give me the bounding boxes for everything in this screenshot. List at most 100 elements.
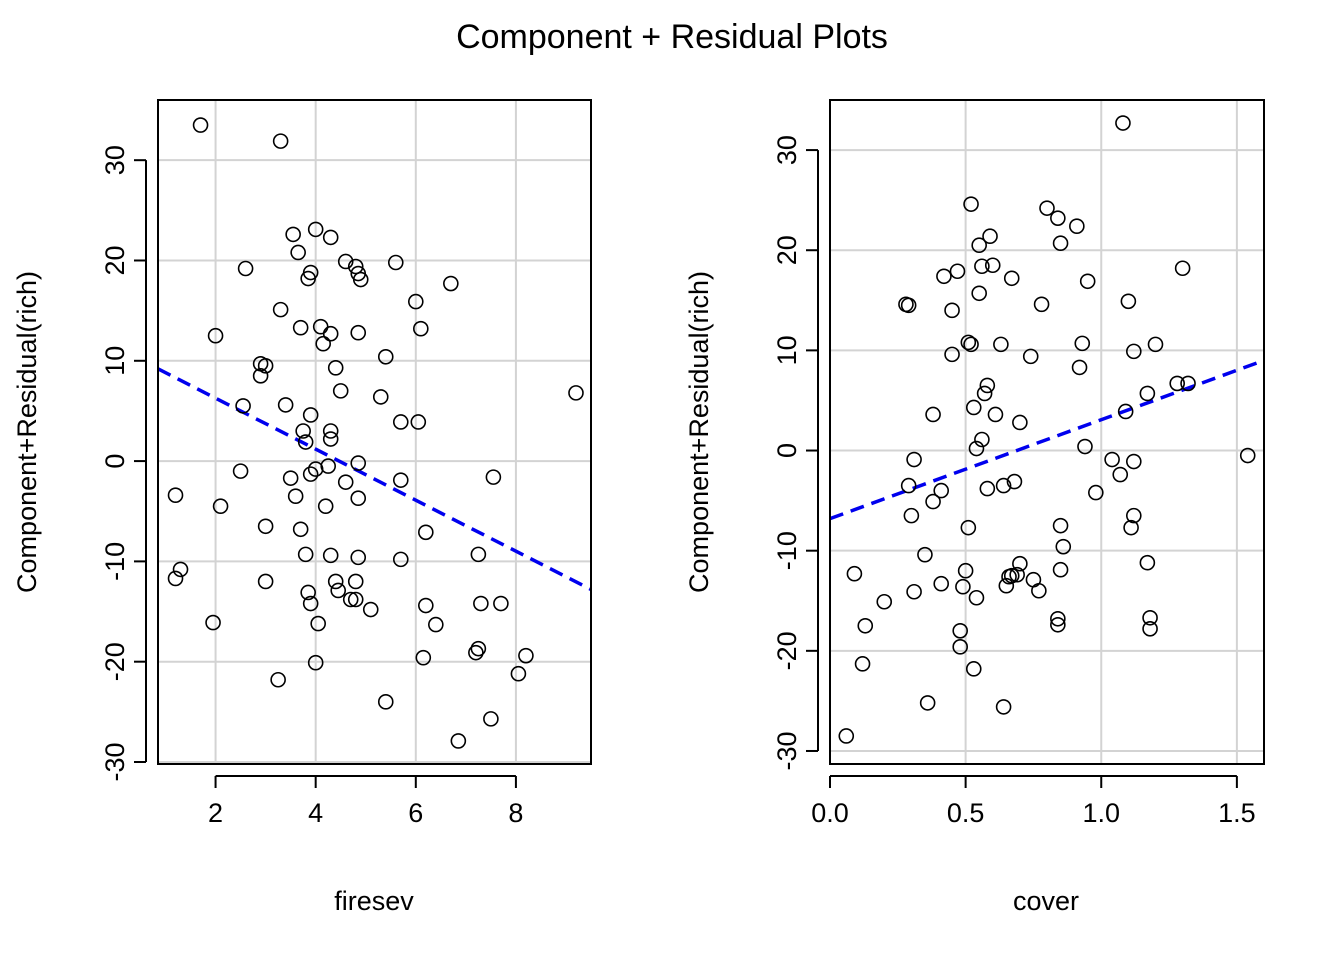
data-point — [965, 399, 982, 416]
data-point — [979, 377, 996, 394]
panel-firesev: 2 4 6 8 -30 -20 -10 0 10 20 30 firesev Component+… — [12, 99, 592, 916]
data-point — [322, 229, 339, 246]
data-point — [347, 258, 364, 275]
data-point — [473, 595, 489, 612]
data-point — [428, 616, 444, 633]
data-point — [984, 257, 1001, 274]
data-point — [917, 546, 933, 563]
data-point — [1142, 609, 1158, 626]
data-point — [944, 346, 960, 363]
data-point — [993, 336, 1009, 353]
data-point — [205, 614, 221, 631]
x-axis-label: cover — [1013, 886, 1079, 916]
data-point — [272, 301, 289, 318]
data-point — [450, 733, 467, 749]
data-point — [1006, 473, 1023, 490]
data-point — [510, 665, 527, 682]
data-point — [257, 358, 274, 374]
data-point — [857, 617, 874, 634]
data-point — [377, 694, 394, 710]
data-point — [876, 593, 893, 610]
data-point — [1003, 270, 1020, 287]
data-point — [302, 466, 319, 482]
data-point — [1117, 403, 1134, 420]
data-point — [322, 547, 339, 564]
data-point — [955, 578, 971, 595]
data-point — [1239, 447, 1256, 464]
y-tick-label: -30 — [772, 731, 802, 770]
data-point — [1052, 235, 1069, 252]
data-point — [925, 406, 941, 423]
y-tick-label: 20 — [100, 245, 130, 275]
data-point — [1180, 375, 1196, 392]
data-point — [979, 480, 996, 497]
data-point — [372, 389, 389, 405]
y-tick-label: -10 — [772, 531, 802, 570]
plot-frame — [829, 99, 1265, 765]
data-point — [1039, 200, 1055, 216]
data-point — [322, 423, 339, 439]
y-axis: -30 -20 -10 0 10 20 30 — [100, 145, 147, 782]
data-point — [963, 336, 979, 353]
data-point — [302, 264, 319, 281]
data-point — [322, 325, 339, 342]
data-point — [1031, 582, 1047, 599]
data-point — [418, 597, 434, 614]
data-point — [906, 451, 922, 468]
data-point — [900, 477, 917, 494]
y-axis-label: Component+Residual(rich) — [684, 271, 714, 593]
data-point — [167, 487, 184, 503]
y-tick-label: 20 — [772, 235, 802, 265]
data-point — [1120, 293, 1137, 310]
data-point — [272, 133, 289, 149]
data-point — [470, 546, 487, 563]
x-tick-label: 0.0 — [811, 798, 849, 828]
data-point — [443, 275, 459, 292]
x-axis-label: firesev — [334, 886, 414, 916]
data-point — [933, 575, 950, 592]
y-tick-label: -30 — [100, 742, 130, 781]
data-point — [392, 414, 409, 430]
data-point — [352, 271, 369, 288]
data-point — [1079, 273, 1096, 290]
data-point — [568, 385, 584, 401]
data-point — [252, 368, 269, 384]
data-point — [167, 570, 184, 587]
data-point — [332, 383, 349, 399]
data-point — [1139, 554, 1156, 571]
fit-line — [829, 358, 1265, 521]
data-point — [237, 260, 254, 277]
data-point — [976, 385, 993, 402]
data-point — [1074, 335, 1091, 352]
data-point — [292, 521, 309, 538]
x-tick-label: 8 — [508, 798, 523, 828]
data-point — [974, 431, 990, 448]
data-point — [302, 407, 319, 423]
data-point — [919, 695, 936, 711]
data-point — [1025, 571, 1042, 588]
data-point — [1052, 517, 1069, 534]
data-point — [846, 565, 863, 582]
data-point — [320, 458, 336, 474]
figure-title: Component + Residual Plots — [456, 18, 888, 56]
data-point — [957, 562, 974, 579]
data-point — [1123, 519, 1139, 536]
data-point — [1050, 610, 1066, 627]
data-point — [968, 440, 985, 457]
data-point — [468, 644, 484, 661]
data-point — [377, 348, 394, 365]
x-tick-label: 0.5 — [947, 798, 985, 828]
x-tick-label: 6 — [408, 798, 423, 828]
data-point — [1104, 451, 1120, 468]
fit-line — [157, 367, 592, 592]
data-point — [307, 221, 324, 238]
data-point — [960, 334, 977, 351]
data-point — [330, 582, 347, 599]
y-tick-label: -20 — [100, 642, 130, 681]
data-point — [1012, 555, 1028, 572]
data-point — [410, 414, 427, 430]
data-point — [1169, 375, 1185, 392]
data-point — [1126, 453, 1142, 470]
data-point — [290, 244, 306, 261]
